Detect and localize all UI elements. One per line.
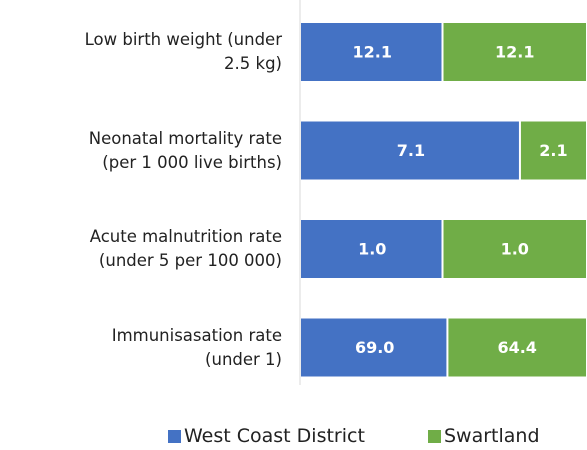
- bar-segment: [301, 220, 442, 278]
- category-label: Immunisasation rate (under 1): [111, 325, 282, 369]
- value-label: 64.4: [497, 338, 536, 357]
- legend-label: Swartland: [444, 425, 540, 447]
- legend-item: Swartland: [428, 425, 540, 447]
- bar-segment: [448, 318, 586, 377]
- bar-segment: [301, 121, 519, 180]
- value-label: 2.1: [539, 141, 567, 160]
- bar-segment: [443, 23, 586, 81]
- legend-item: West Coast District: [168, 425, 365, 447]
- bar-segment: [443, 220, 586, 278]
- value-label: 7.1: [397, 141, 425, 160]
- legend-swatch: [168, 429, 181, 443]
- value-label: 69.0: [355, 338, 394, 357]
- bar-segment: [520, 121, 586, 180]
- value-label: 1.0: [501, 240, 529, 259]
- legend-label: West Coast District: [184, 425, 365, 447]
- bar-segment: [301, 23, 442, 81]
- category-label: Low birth weight (under 2.5 kg): [84, 30, 282, 73]
- value-label: 12.1: [353, 43, 392, 62]
- value-label: 1.0: [358, 240, 386, 259]
- legend-swatch: [428, 429, 441, 443]
- category-label: Acute malnutrition rate (under 5 per 100…: [89, 227, 282, 270]
- value-label: 12.1: [495, 43, 534, 62]
- category-label: Neonatal mortality rate (per 1 000 live …: [88, 128, 282, 172]
- bar-segment: [301, 318, 447, 377]
